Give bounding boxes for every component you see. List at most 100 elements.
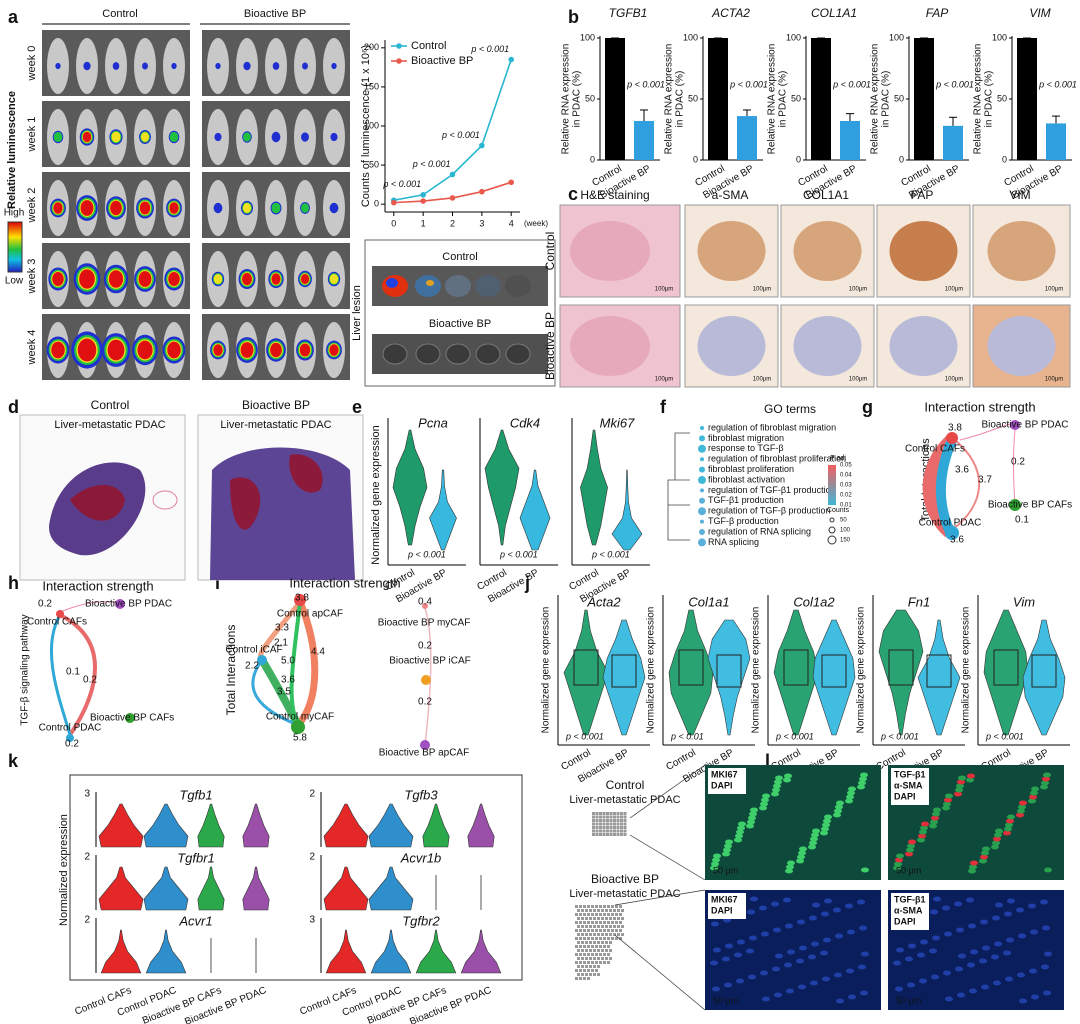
spot: [607, 953, 610, 956]
blob: [169, 202, 179, 214]
scale-label: 100μm: [945, 287, 963, 293]
edge: [295, 600, 319, 728]
dot: [700, 488, 704, 493]
blob: [142, 62, 148, 70]
signal: [824, 814, 832, 820]
scale-label: 100μm: [753, 287, 771, 293]
node: [945, 526, 959, 540]
signal: [750, 896, 758, 902]
spot: [611, 905, 614, 908]
spot: [583, 913, 586, 916]
spot: [603, 913, 606, 916]
term-label: response to TGF-β: [708, 443, 784, 453]
spot: [619, 921, 622, 924]
signal: [748, 974, 756, 980]
spot: [597, 909, 600, 912]
blob: [301, 132, 309, 142]
spot: [581, 909, 584, 912]
label: VIM: [1009, 188, 1030, 202]
signal: [722, 851, 730, 857]
spot: [601, 957, 604, 960]
spot: [616, 822, 620, 826]
spot: [593, 909, 596, 912]
signal: [991, 954, 999, 960]
signal: [734, 837, 742, 843]
legend-swatch: [396, 58, 402, 64]
spot: [609, 909, 612, 912]
label: 4.4: [311, 647, 325, 658]
panel-label: e: [352, 397, 362, 417]
signal: [1043, 772, 1051, 778]
gene-label: Tgfb3: [404, 787, 438, 802]
spot: [619, 937, 622, 940]
color-scale: [828, 465, 836, 505]
signal: [1019, 800, 1027, 806]
label: Normalized gene expression: [370, 425, 382, 564]
signal: [907, 982, 915, 988]
spot: [577, 949, 580, 952]
spot: [585, 933, 588, 936]
blob: [51, 341, 65, 359]
label: 5.8: [293, 733, 307, 744]
label: 0.2: [83, 675, 97, 686]
blob: [138, 271, 152, 287]
gene-label: Acvr1b: [400, 850, 441, 865]
signal: [954, 791, 962, 797]
signal: [966, 777, 974, 783]
signal: [809, 840, 817, 846]
signal: [942, 905, 950, 911]
spot: [591, 945, 594, 948]
gene-label: Vim: [1013, 594, 1035, 609]
blob: [300, 273, 310, 285]
spot: [623, 829, 627, 833]
spot: [609, 933, 612, 936]
signal: [835, 804, 843, 810]
signal: [920, 939, 928, 945]
signal: [784, 773, 792, 779]
spot: [592, 826, 595, 829]
y-tick-label: 0: [374, 199, 379, 209]
signal: [846, 968, 854, 974]
blob: [110, 200, 122, 216]
spot: [581, 925, 584, 928]
signal: [712, 857, 720, 863]
chart-title: ACTA2: [711, 6, 750, 20]
violin: [323, 866, 369, 911]
violin: [422, 803, 450, 848]
gene-label: Tgfbr2: [402, 913, 440, 928]
signal: [981, 850, 989, 856]
spot: [602, 833, 606, 836]
signal: [761, 797, 769, 803]
spot: [611, 937, 614, 940]
signal: [1041, 780, 1049, 786]
signal: [785, 923, 793, 929]
signal: [956, 927, 964, 933]
signal: [1017, 808, 1025, 814]
signal: [932, 935, 940, 941]
bar: [1017, 38, 1037, 160]
y-tick-label: 200: [364, 42, 379, 52]
y-axis-label: Relative RNA expression: [664, 44, 675, 155]
label: 3.6: [281, 675, 295, 686]
spot: [620, 833, 623, 836]
signal: [917, 952, 925, 958]
label: Normalized gene expression: [856, 607, 867, 734]
signal: [759, 805, 767, 811]
label: Bioactive BP: [429, 318, 491, 330]
box: [888, 649, 914, 686]
label: Control: [91, 398, 130, 412]
spot: [599, 812, 602, 815]
spot: [597, 925, 600, 928]
node: [125, 713, 135, 723]
spot: [579, 929, 582, 932]
violin: [602, 619, 646, 736]
annotation: p < 0.001: [412, 159, 451, 169]
signal: [810, 980, 818, 986]
spot: [602, 815, 606, 819]
legend-tick: 0.03: [840, 483, 852, 489]
label: Bioactive BP iCAF: [389, 656, 471, 667]
signal: [908, 839, 916, 845]
spot: [607, 913, 610, 916]
signal: [931, 815, 939, 821]
signal: [823, 818, 831, 824]
